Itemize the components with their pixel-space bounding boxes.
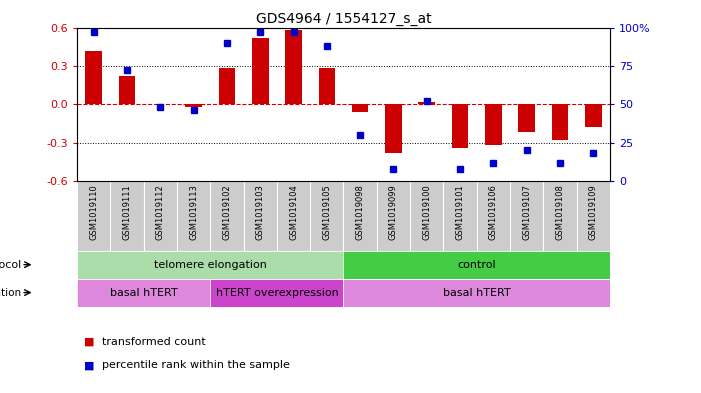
Bar [352,104,369,112]
Bar [552,104,569,140]
Bar [318,68,335,104]
Bar [343,251,610,279]
Text: GSM1019102: GSM1019102 [222,184,231,240]
Bar [576,181,610,251]
Bar [252,38,268,104]
Text: transformed count: transformed count [102,337,205,347]
Bar [510,181,543,251]
Text: percentile rank within the sample: percentile rank within the sample [102,360,290,371]
Bar [518,104,535,132]
Text: hTERT overexpression: hTERT overexpression [215,288,339,298]
Bar [385,104,402,153]
Bar [77,181,110,251]
Bar [310,181,343,251]
Text: GSM1019099: GSM1019099 [389,184,398,240]
Text: basal hTERT: basal hTERT [110,288,177,298]
Text: ■: ■ [84,360,95,371]
Text: GSM1019112: GSM1019112 [156,184,165,240]
Bar [118,76,135,104]
Bar [343,181,377,251]
Text: genotype/variation: genotype/variation [0,288,21,298]
Bar [443,181,477,251]
Text: GSM1019106: GSM1019106 [489,184,498,241]
Text: protocol: protocol [0,260,21,270]
Text: GSM1019105: GSM1019105 [322,184,332,240]
Text: ■: ■ [84,337,95,347]
Text: GSM1019107: GSM1019107 [522,184,531,241]
Bar [177,181,210,251]
Bar [585,104,601,127]
Bar [244,181,277,251]
Text: GSM1019110: GSM1019110 [89,184,98,240]
Bar [410,181,444,251]
Bar [210,279,343,307]
Text: GSM1019109: GSM1019109 [589,184,598,240]
Text: basal hTERT: basal hTERT [443,288,510,298]
Bar [277,181,310,251]
Bar [543,181,576,251]
Text: GSM1019111: GSM1019111 [123,184,132,240]
Text: GSM1019101: GSM1019101 [456,184,465,240]
Text: GSM1019104: GSM1019104 [289,184,298,240]
Bar [111,181,144,251]
Text: GSM1019108: GSM1019108 [555,184,564,241]
Bar [377,181,410,251]
Text: GSM1019113: GSM1019113 [189,184,198,241]
Bar [285,30,302,104]
Bar [185,104,202,107]
Bar [86,51,102,104]
Bar [451,104,468,148]
Bar [77,279,210,307]
Text: GSM1019098: GSM1019098 [355,184,365,241]
Text: GSM1019103: GSM1019103 [256,184,265,241]
Bar [343,279,610,307]
Bar [477,181,510,251]
Bar [418,102,435,104]
Bar [144,181,177,251]
Text: telomere elongation: telomere elongation [154,260,267,270]
Text: control: control [457,260,496,270]
Title: GDS4964 / 1554127_s_at: GDS4964 / 1554127_s_at [256,13,431,26]
Bar [485,104,502,145]
Bar [210,181,244,251]
Bar [77,251,343,279]
Bar [219,68,236,104]
Text: GSM1019100: GSM1019100 [422,184,431,240]
